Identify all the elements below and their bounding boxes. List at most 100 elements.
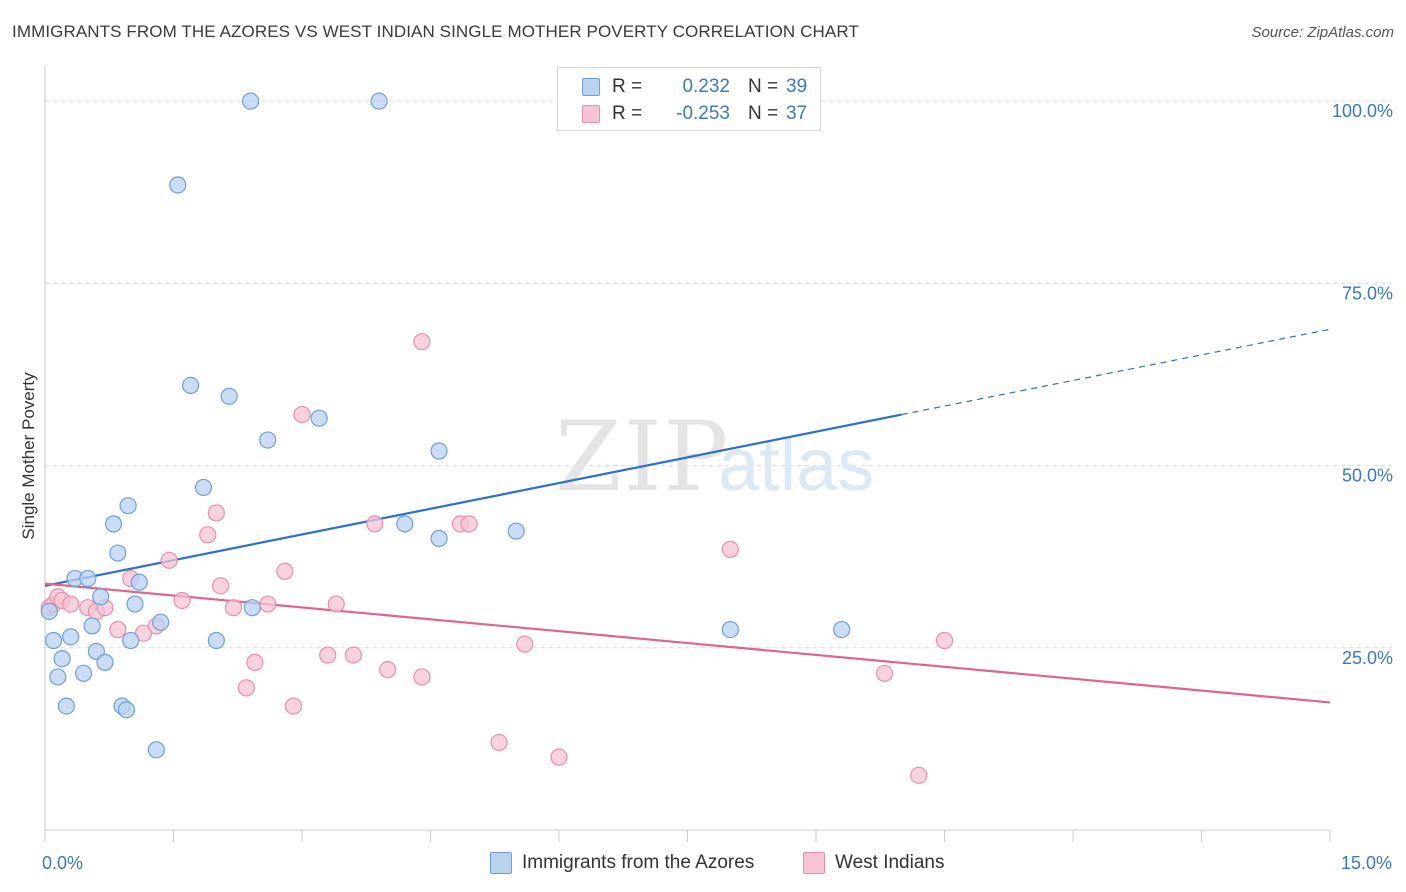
y-tick-label: 25.0% bbox=[1342, 648, 1393, 668]
legend-row-west-indians: R = -0.253 N = 37 bbox=[582, 102, 807, 126]
y-axis-label: Single Mother Poverty bbox=[19, 372, 38, 540]
grid-lines bbox=[45, 100, 1392, 649]
west-indians-point bbox=[293, 405, 311, 424]
azores-point bbox=[396, 515, 414, 533]
west-indians-point bbox=[319, 646, 337, 664]
y-tick-label: 100.0% bbox=[1332, 101, 1393, 121]
azores-point bbox=[243, 599, 261, 617]
west-indians-point bbox=[721, 540, 739, 558]
azores-point bbox=[83, 617, 101, 635]
azores-point bbox=[96, 653, 114, 671]
west-indians-point bbox=[62, 595, 80, 613]
azores-point bbox=[126, 595, 144, 613]
west-indians-point bbox=[550, 748, 568, 766]
y-tick-label: 75.0% bbox=[1342, 283, 1393, 303]
azores-point bbox=[721, 620, 739, 639]
azores-point bbox=[57, 697, 76, 715]
source-label: Source: ZipAtlas.com bbox=[1251, 24, 1394, 41]
legend-row-azores: R = 0.232 N = 39 bbox=[582, 75, 807, 99]
azores-point bbox=[310, 409, 328, 427]
azores-point bbox=[169, 176, 187, 194]
west-indians-point bbox=[490, 733, 508, 752]
azores-point bbox=[430, 442, 448, 460]
azores-point bbox=[49, 668, 67, 686]
west-indians-point bbox=[160, 551, 178, 569]
west-indians-point bbox=[212, 577, 230, 595]
x-tick-label: 0.0% bbox=[42, 853, 83, 873]
azores-point bbox=[430, 529, 448, 548]
west-indians-point bbox=[199, 526, 217, 544]
azores-point bbox=[147, 741, 165, 759]
n-label: N = bbox=[748, 76, 779, 97]
azores-point bbox=[79, 569, 97, 588]
bottom-legend-west-indians: West Indians bbox=[803, 852, 944, 874]
azores-point bbox=[74, 664, 93, 682]
azores-trend-line bbox=[44, 413, 902, 587]
trend-lines bbox=[44, 328, 1331, 704]
west-indians-point bbox=[207, 504, 225, 522]
azores-swatch bbox=[582, 78, 600, 96]
azores-point bbox=[507, 522, 525, 540]
azores-point bbox=[182, 376, 200, 395]
azores-point bbox=[220, 387, 238, 405]
y-tick-label: 50.0% bbox=[1342, 466, 1393, 486]
azores-point bbox=[44, 631, 63, 650]
azores-point bbox=[207, 631, 225, 650]
west-indians-point bbox=[366, 515, 384, 533]
chart-title: IMMIGRANTS FROM THE AZORES VS WEST INDIA… bbox=[12, 22, 859, 41]
n-label: N = bbox=[748, 103, 779, 124]
azores-point bbox=[833, 620, 851, 639]
west-indians-point bbox=[276, 562, 294, 580]
azores-point bbox=[259, 431, 277, 449]
azores-point bbox=[92, 588, 110, 606]
r-label: R = bbox=[612, 103, 643, 124]
west-indians-point bbox=[875, 664, 894, 682]
west-indians-point bbox=[284, 697, 303, 715]
azores-r-value: 0.232 bbox=[682, 76, 730, 97]
west-indians-point bbox=[935, 631, 954, 650]
west-indians-r-value: -0.253 bbox=[676, 103, 730, 124]
azores-legend-swatch bbox=[490, 852, 512, 874]
watermark-zip: ZIP bbox=[555, 401, 730, 513]
azores-point bbox=[104, 515, 123, 533]
west-indians-point bbox=[246, 653, 264, 671]
west-indians-point bbox=[237, 679, 255, 697]
azores-point bbox=[130, 573, 148, 591]
west-indians-point bbox=[344, 646, 362, 664]
azores-point bbox=[53, 650, 71, 668]
azores-n-value: 39 bbox=[786, 76, 808, 97]
west-indians-legend-label: West Indians bbox=[835, 852, 945, 873]
azores-point bbox=[117, 701, 135, 719]
r-label: R = bbox=[612, 76, 643, 97]
west-indians-point bbox=[173, 591, 191, 610]
azores-legend-label: Immigrants from the Azores bbox=[522, 852, 755, 873]
azores-point bbox=[122, 631, 140, 650]
azores-point bbox=[119, 497, 137, 515]
west-indians-point bbox=[516, 635, 534, 653]
x-tick-label: 15.0% bbox=[1341, 853, 1392, 873]
west-indians-swatch bbox=[582, 105, 600, 123]
stats-legend: R = 0.232 N = 39 R = -0.253 N = 37 bbox=[557, 67, 821, 131]
west-indians-legend-swatch bbox=[803, 852, 825, 874]
west-indians-point bbox=[224, 599, 243, 617]
azores-point bbox=[62, 628, 80, 646]
west-indians-point bbox=[327, 595, 345, 613]
azores-trend-extension bbox=[901, 328, 1331, 416]
data-points bbox=[40, 92, 954, 784]
azores-point bbox=[109, 544, 127, 562]
bottom-legend-azores: Immigrants from the Azores bbox=[490, 852, 754, 874]
west-indians-point bbox=[134, 624, 153, 642]
west-indians-point bbox=[379, 661, 397, 679]
west-indians-point bbox=[259, 595, 277, 613]
west-indians-n-value: 37 bbox=[786, 103, 808, 124]
west-indians-point bbox=[460, 515, 478, 533]
azores-point bbox=[40, 602, 58, 620]
west-indians-point bbox=[413, 668, 431, 686]
watermark-atlas: atlas bbox=[718, 423, 874, 506]
azores-point bbox=[242, 92, 260, 110]
axes: 25.0% 50.0% 75.0% 100.0% 0.0% 15.0% bbox=[42, 66, 1393, 873]
azores-point bbox=[194, 478, 213, 497]
west-indians-point bbox=[910, 766, 928, 784]
west-indians-point bbox=[413, 333, 431, 351]
